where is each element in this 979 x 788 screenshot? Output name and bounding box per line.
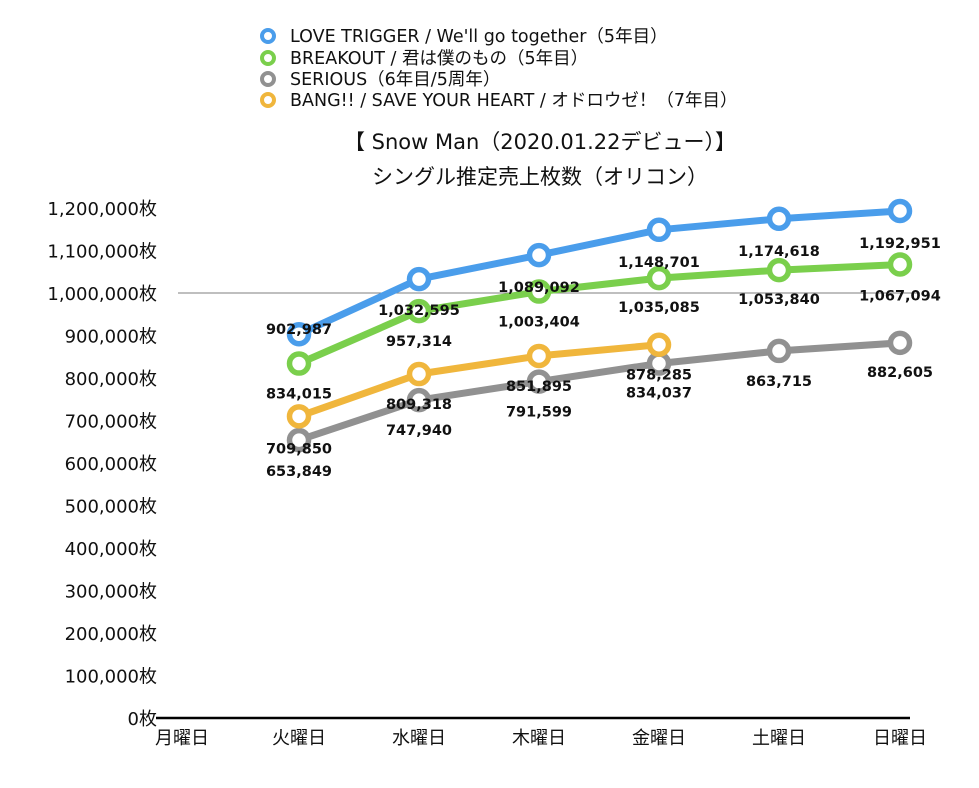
data-point bbox=[646, 217, 672, 243]
x-tick-label: 月曜日 bbox=[155, 728, 209, 749]
legend-label: SERIOUS（6年目/5周年） bbox=[290, 70, 500, 90]
data-point bbox=[887, 198, 913, 224]
data-label: 1,035,085 bbox=[618, 300, 700, 316]
data-point bbox=[766, 257, 792, 283]
data-point bbox=[887, 252, 913, 277]
data-label: 791,599 bbox=[506, 405, 572, 421]
y-tick-label: 1,200,000枚 bbox=[47, 199, 157, 220]
legend-label: BANG!! / SAVE YOUR HEART / オドロウゼ！（7年目） bbox=[290, 91, 738, 111]
series-line bbox=[295, 339, 904, 444]
data-point bbox=[526, 369, 552, 394]
data-label: 878,285 bbox=[626, 368, 692, 384]
data-label: 834,015 bbox=[266, 387, 332, 403]
data-point bbox=[406, 266, 432, 292]
x-tick-label: 水曜日 bbox=[392, 728, 446, 749]
y-tick-label: 700,000枚 bbox=[65, 412, 157, 433]
data-point bbox=[766, 338, 792, 364]
y-tick-label: 500,000枚 bbox=[65, 497, 157, 518]
data-label: 1,174,618 bbox=[738, 244, 820, 260]
legend: LOVE TRIGGER / We'll go together（5年目）BRE… bbox=[260, 27, 738, 111]
x-tick-label: 火曜日 bbox=[272, 728, 326, 749]
legend-marker bbox=[260, 71, 276, 87]
data-label: 834,037 bbox=[626, 386, 692, 402]
data-point bbox=[887, 330, 913, 356]
y-tick-label: 300,000枚 bbox=[65, 582, 157, 603]
data-point bbox=[526, 242, 552, 268]
series-line bbox=[295, 261, 904, 367]
legend-marker bbox=[260, 92, 276, 108]
data-point bbox=[526, 279, 552, 304]
series-line bbox=[295, 341, 663, 420]
y-tick-label: 0枚 bbox=[128, 709, 157, 730]
data-point bbox=[526, 343, 552, 369]
y-tick-label: 200,000枚 bbox=[65, 624, 157, 645]
data-point bbox=[406, 361, 432, 387]
x-tick-label: 金曜日 bbox=[632, 728, 686, 749]
series-line bbox=[295, 207, 904, 338]
data-label: 709,850 bbox=[266, 441, 332, 457]
x-tick-label: 木曜日 bbox=[512, 728, 566, 749]
x-tick-label: 日曜日 bbox=[873, 728, 927, 749]
y-tick-label: 400,000枚 bbox=[65, 539, 157, 560]
data-label: 957,314 bbox=[386, 334, 452, 350]
data-label: 863,715 bbox=[746, 374, 812, 390]
data-point bbox=[406, 387, 432, 413]
data-label: 747,940 bbox=[386, 423, 452, 439]
y-tick-label: 1,100,000枚 bbox=[47, 242, 157, 263]
data-labels: 902,987 1,032,595 1,089,092 1,148,701 1,174,… bbox=[266, 236, 941, 480]
data-point bbox=[406, 298, 432, 324]
y-tick-label: 1,000,000枚 bbox=[47, 284, 157, 305]
y-tick-label: 800,000枚 bbox=[65, 369, 157, 390]
data-point bbox=[286, 427, 312, 453]
data-label: 851,895 bbox=[506, 379, 572, 395]
legend-label: LOVE TRIGGER / We'll go together（5年目） bbox=[290, 27, 668, 47]
chart-subtitle: シングル推定売上枚数（オリコン） bbox=[372, 165, 708, 189]
data-label: 1,067,094 bbox=[859, 288, 941, 304]
data-label: 1,053,840 bbox=[738, 292, 820, 308]
data-label: 1,192,951 bbox=[859, 236, 941, 252]
data-point bbox=[286, 321, 312, 347]
y-tick-label: 600,000枚 bbox=[65, 454, 157, 475]
x-tick-label: 土曜日 bbox=[752, 728, 806, 749]
data-label: 902,987 bbox=[266, 322, 332, 338]
data-label: 1,032,595 bbox=[378, 303, 460, 319]
data-label: 809,318 bbox=[386, 397, 452, 413]
series-lines bbox=[286, 198, 913, 453]
data-point bbox=[766, 206, 792, 232]
legend-label: BREAKOUT / 君は僕のもの（5年目） bbox=[290, 49, 588, 69]
data-point bbox=[646, 265, 672, 291]
data-label: 1,003,404 bbox=[498, 315, 580, 331]
y-tick-label: 100,000枚 bbox=[65, 667, 157, 688]
y-tick-label: 900,000枚 bbox=[65, 327, 157, 348]
axis-layer: 0枚 100,000枚 200,000枚 300,000枚 400,000枚 500,00… bbox=[47, 199, 927, 749]
data-label: 653,849 bbox=[266, 464, 332, 480]
chart-title: 【 Snow Man（2020.01.22デビュー）】 bbox=[344, 130, 736, 154]
data-label: 1,148,701 bbox=[618, 255, 700, 271]
data-label: 1,089,092 bbox=[498, 280, 580, 296]
data-label: 882,605 bbox=[867, 365, 933, 381]
legend-marker bbox=[260, 50, 276, 66]
data-point bbox=[646, 332, 672, 357]
data-point bbox=[286, 351, 312, 376]
data-point bbox=[286, 404, 312, 429]
legend-marker bbox=[260, 28, 276, 44]
